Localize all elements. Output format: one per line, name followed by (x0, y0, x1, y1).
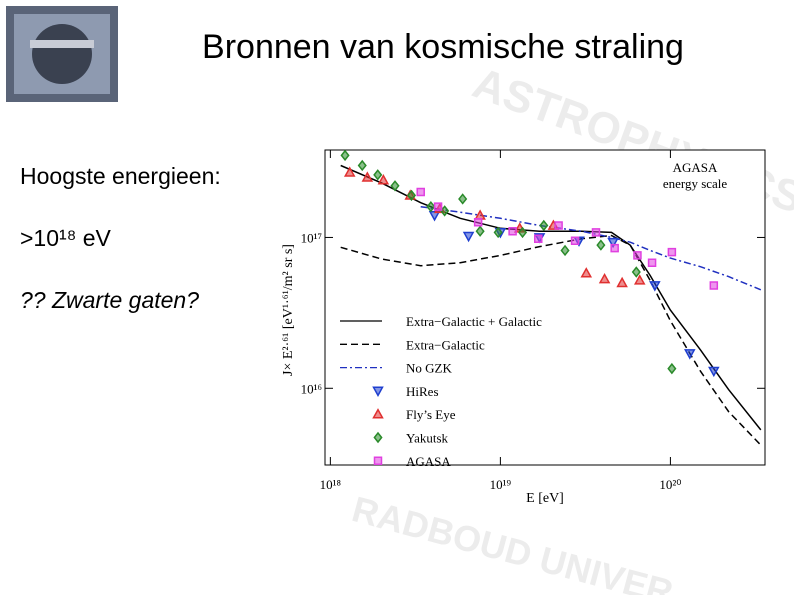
legend-label: No GZK (406, 361, 452, 376)
marker (373, 431, 383, 444)
marker (580, 267, 593, 278)
marker (473, 218, 483, 227)
marker (591, 228, 601, 237)
marker (377, 174, 390, 185)
marker (598, 272, 611, 284)
marker (610, 243, 619, 253)
marker (570, 236, 580, 246)
marker (372, 408, 384, 419)
y-tick-label: 10¹⁷ (301, 230, 322, 245)
marker (343, 166, 356, 177)
bullet: Hoogste energieen: (20, 163, 221, 189)
marker (390, 180, 400, 192)
marker (428, 211, 441, 222)
marker (633, 251, 642, 260)
bullet: >10¹⁸ eV (20, 225, 112, 251)
marker (684, 349, 696, 360)
legend-label: Fly’s Eye (406, 407, 456, 422)
marker (475, 225, 485, 237)
x-tick-label: 10¹⁹ (490, 477, 512, 492)
annotation: energy scale (663, 176, 728, 191)
marker (508, 226, 517, 236)
marker (539, 219, 549, 232)
marker (426, 200, 436, 213)
marker (517, 226, 528, 239)
y-tick-label: 10¹⁶ (301, 381, 322, 396)
marker (372, 386, 384, 397)
marker (462, 231, 475, 243)
marker (709, 281, 719, 290)
marker (607, 237, 619, 249)
marker (596, 239, 606, 251)
marker (373, 169, 383, 181)
photo (6, 6, 118, 102)
marker (458, 193, 468, 205)
marker (416, 187, 425, 197)
bullet: ?? Zwarte gaten? (20, 287, 199, 313)
x-axis-label: E [eV] (526, 491, 564, 506)
plot: 10¹⁸ 10¹⁹ 10²⁰ 10¹⁶ 10¹⁷ E [eV] J× E²·⁶¹ [eV¹·… (281, 149, 766, 506)
marker (554, 221, 563, 230)
marker (340, 149, 350, 162)
legend-label: Extra−Galactic + Galactic (406, 314, 542, 329)
legend-label: Extra−Galactic (406, 337, 485, 352)
marker (534, 234, 543, 244)
marker (649, 281, 661, 292)
series-line (340, 234, 762, 446)
marker (560, 244, 570, 257)
slide-title: Bronnen van kosmische straling (202, 28, 684, 66)
marker (667, 247, 677, 257)
legend-label: HiRes (406, 384, 439, 399)
marker (647, 258, 657, 267)
marker (433, 202, 443, 211)
y-axis-label: J× E²·⁶¹ [eV¹·⁶¹/m² sr s] (281, 244, 296, 376)
marker (361, 171, 374, 182)
marker (633, 274, 646, 285)
marker (493, 226, 503, 239)
marker (631, 266, 641, 278)
x-tick-label: 10¹⁸ (320, 477, 342, 492)
marker (373, 456, 383, 466)
marker (616, 276, 628, 288)
marker (667, 362, 677, 375)
x-tick-label: 10²⁰ (659, 477, 681, 492)
legend-label: Yakutsk (406, 431, 449, 446)
marker (708, 366, 720, 378)
annotation: AGASA (673, 160, 718, 175)
marker (406, 189, 417, 202)
plot-frame (324, 149, 766, 466)
marker (357, 159, 367, 172)
legend-label: AGASA (406, 454, 451, 469)
